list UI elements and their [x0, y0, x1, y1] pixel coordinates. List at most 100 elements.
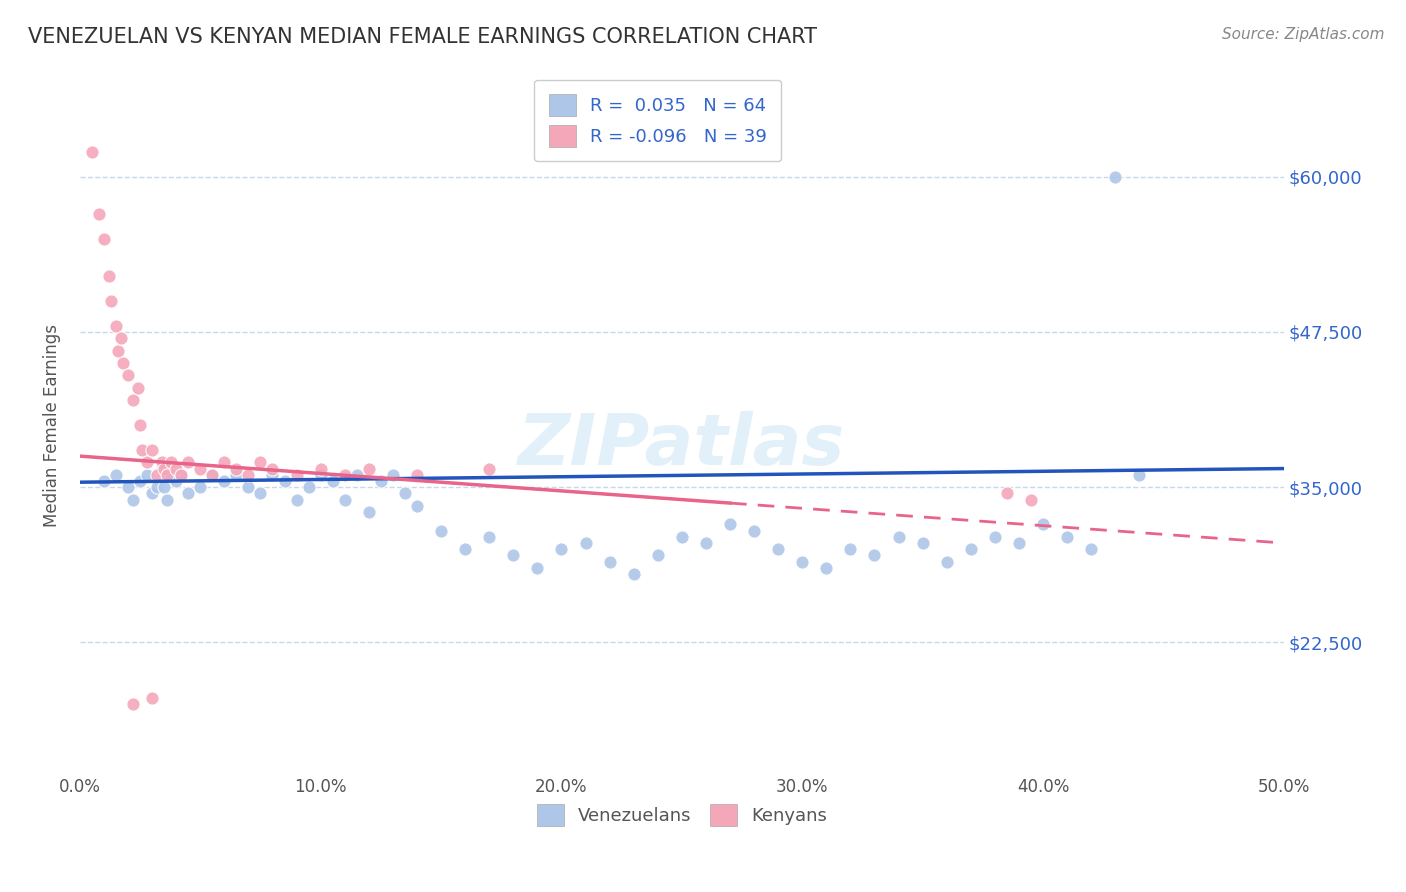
Point	[346, 467, 368, 482]
Point	[1104, 169, 1126, 184]
Point	[121, 393, 143, 408]
Legend: Venezuelans, Kenyans: Venezuelans, Kenyans	[529, 797, 834, 833]
Point	[104, 467, 127, 482]
Point	[647, 549, 669, 563]
Point	[141, 442, 163, 457]
Point	[839, 542, 862, 557]
Point	[815, 561, 838, 575]
Point	[1008, 536, 1031, 550]
Point	[165, 461, 187, 475]
Point	[170, 467, 193, 482]
Point	[935, 555, 957, 569]
Text: ZIPatlas: ZIPatlas	[519, 411, 845, 481]
Point	[97, 269, 120, 284]
Point	[153, 461, 176, 475]
Point	[121, 492, 143, 507]
Point	[574, 536, 596, 550]
Point	[155, 492, 177, 507]
Point	[863, 549, 886, 563]
Point	[322, 474, 344, 488]
Point	[100, 293, 122, 308]
Point	[959, 542, 981, 557]
Point	[225, 461, 247, 475]
Point	[225, 467, 247, 482]
Point	[984, 530, 1007, 544]
Point	[146, 480, 169, 494]
Point	[155, 467, 177, 482]
Point	[165, 474, 187, 488]
Point	[526, 561, 548, 575]
Point	[1019, 492, 1042, 507]
Point	[146, 467, 169, 482]
Point	[1080, 542, 1102, 557]
Point	[150, 461, 173, 475]
Point	[478, 530, 501, 544]
Point	[381, 467, 404, 482]
Point	[285, 492, 308, 507]
Point	[117, 368, 139, 383]
Point	[550, 542, 572, 557]
Point	[160, 455, 183, 469]
Point	[249, 486, 271, 500]
Point	[188, 461, 211, 475]
Text: Source: ZipAtlas.com: Source: ZipAtlas.com	[1222, 27, 1385, 42]
Point	[695, 536, 717, 550]
Point	[742, 524, 765, 538]
Point	[160, 467, 183, 482]
Point	[273, 474, 295, 488]
Point	[141, 691, 163, 706]
Point	[153, 480, 176, 494]
Point	[406, 499, 429, 513]
Point	[394, 486, 416, 500]
Point	[766, 542, 789, 557]
Point	[201, 467, 224, 482]
Point	[110, 331, 132, 345]
Point	[430, 524, 453, 538]
Point	[1128, 467, 1150, 482]
Point	[80, 145, 103, 159]
Point	[333, 492, 356, 507]
Point	[104, 318, 127, 333]
Point	[995, 486, 1018, 500]
Point	[170, 467, 193, 482]
Point	[297, 480, 319, 494]
Y-axis label: Median Female Earnings: Median Female Earnings	[44, 324, 60, 526]
Point	[214, 474, 236, 488]
Point	[129, 418, 152, 433]
Point	[309, 467, 332, 482]
Point	[262, 467, 284, 482]
Point	[188, 480, 211, 494]
Point	[131, 442, 153, 457]
Text: VENEZUELAN VS KENYAN MEDIAN FEMALE EARNINGS CORRELATION CHART: VENEZUELAN VS KENYAN MEDIAN FEMALE EARNI…	[28, 27, 817, 46]
Point	[121, 698, 143, 712]
Point	[671, 530, 693, 544]
Point	[136, 455, 159, 469]
Point	[112, 356, 135, 370]
Point	[177, 486, 200, 500]
Point	[1056, 530, 1078, 544]
Point	[357, 505, 380, 519]
Point	[89, 207, 111, 221]
Point	[201, 467, 224, 482]
Point	[93, 474, 115, 488]
Point	[502, 549, 524, 563]
Point	[150, 455, 173, 469]
Point	[406, 467, 429, 482]
Point	[262, 461, 284, 475]
Point	[93, 232, 115, 246]
Point	[357, 461, 380, 475]
Point	[599, 555, 621, 569]
Point	[309, 461, 332, 475]
Point	[214, 455, 236, 469]
Point	[285, 467, 308, 482]
Point	[136, 467, 159, 482]
Point	[238, 480, 260, 494]
Point	[249, 455, 271, 469]
Point	[127, 381, 149, 395]
Point	[911, 536, 934, 550]
Point	[792, 555, 814, 569]
Point	[887, 530, 910, 544]
Point	[478, 461, 501, 475]
Point	[333, 467, 356, 482]
Point	[107, 343, 129, 358]
